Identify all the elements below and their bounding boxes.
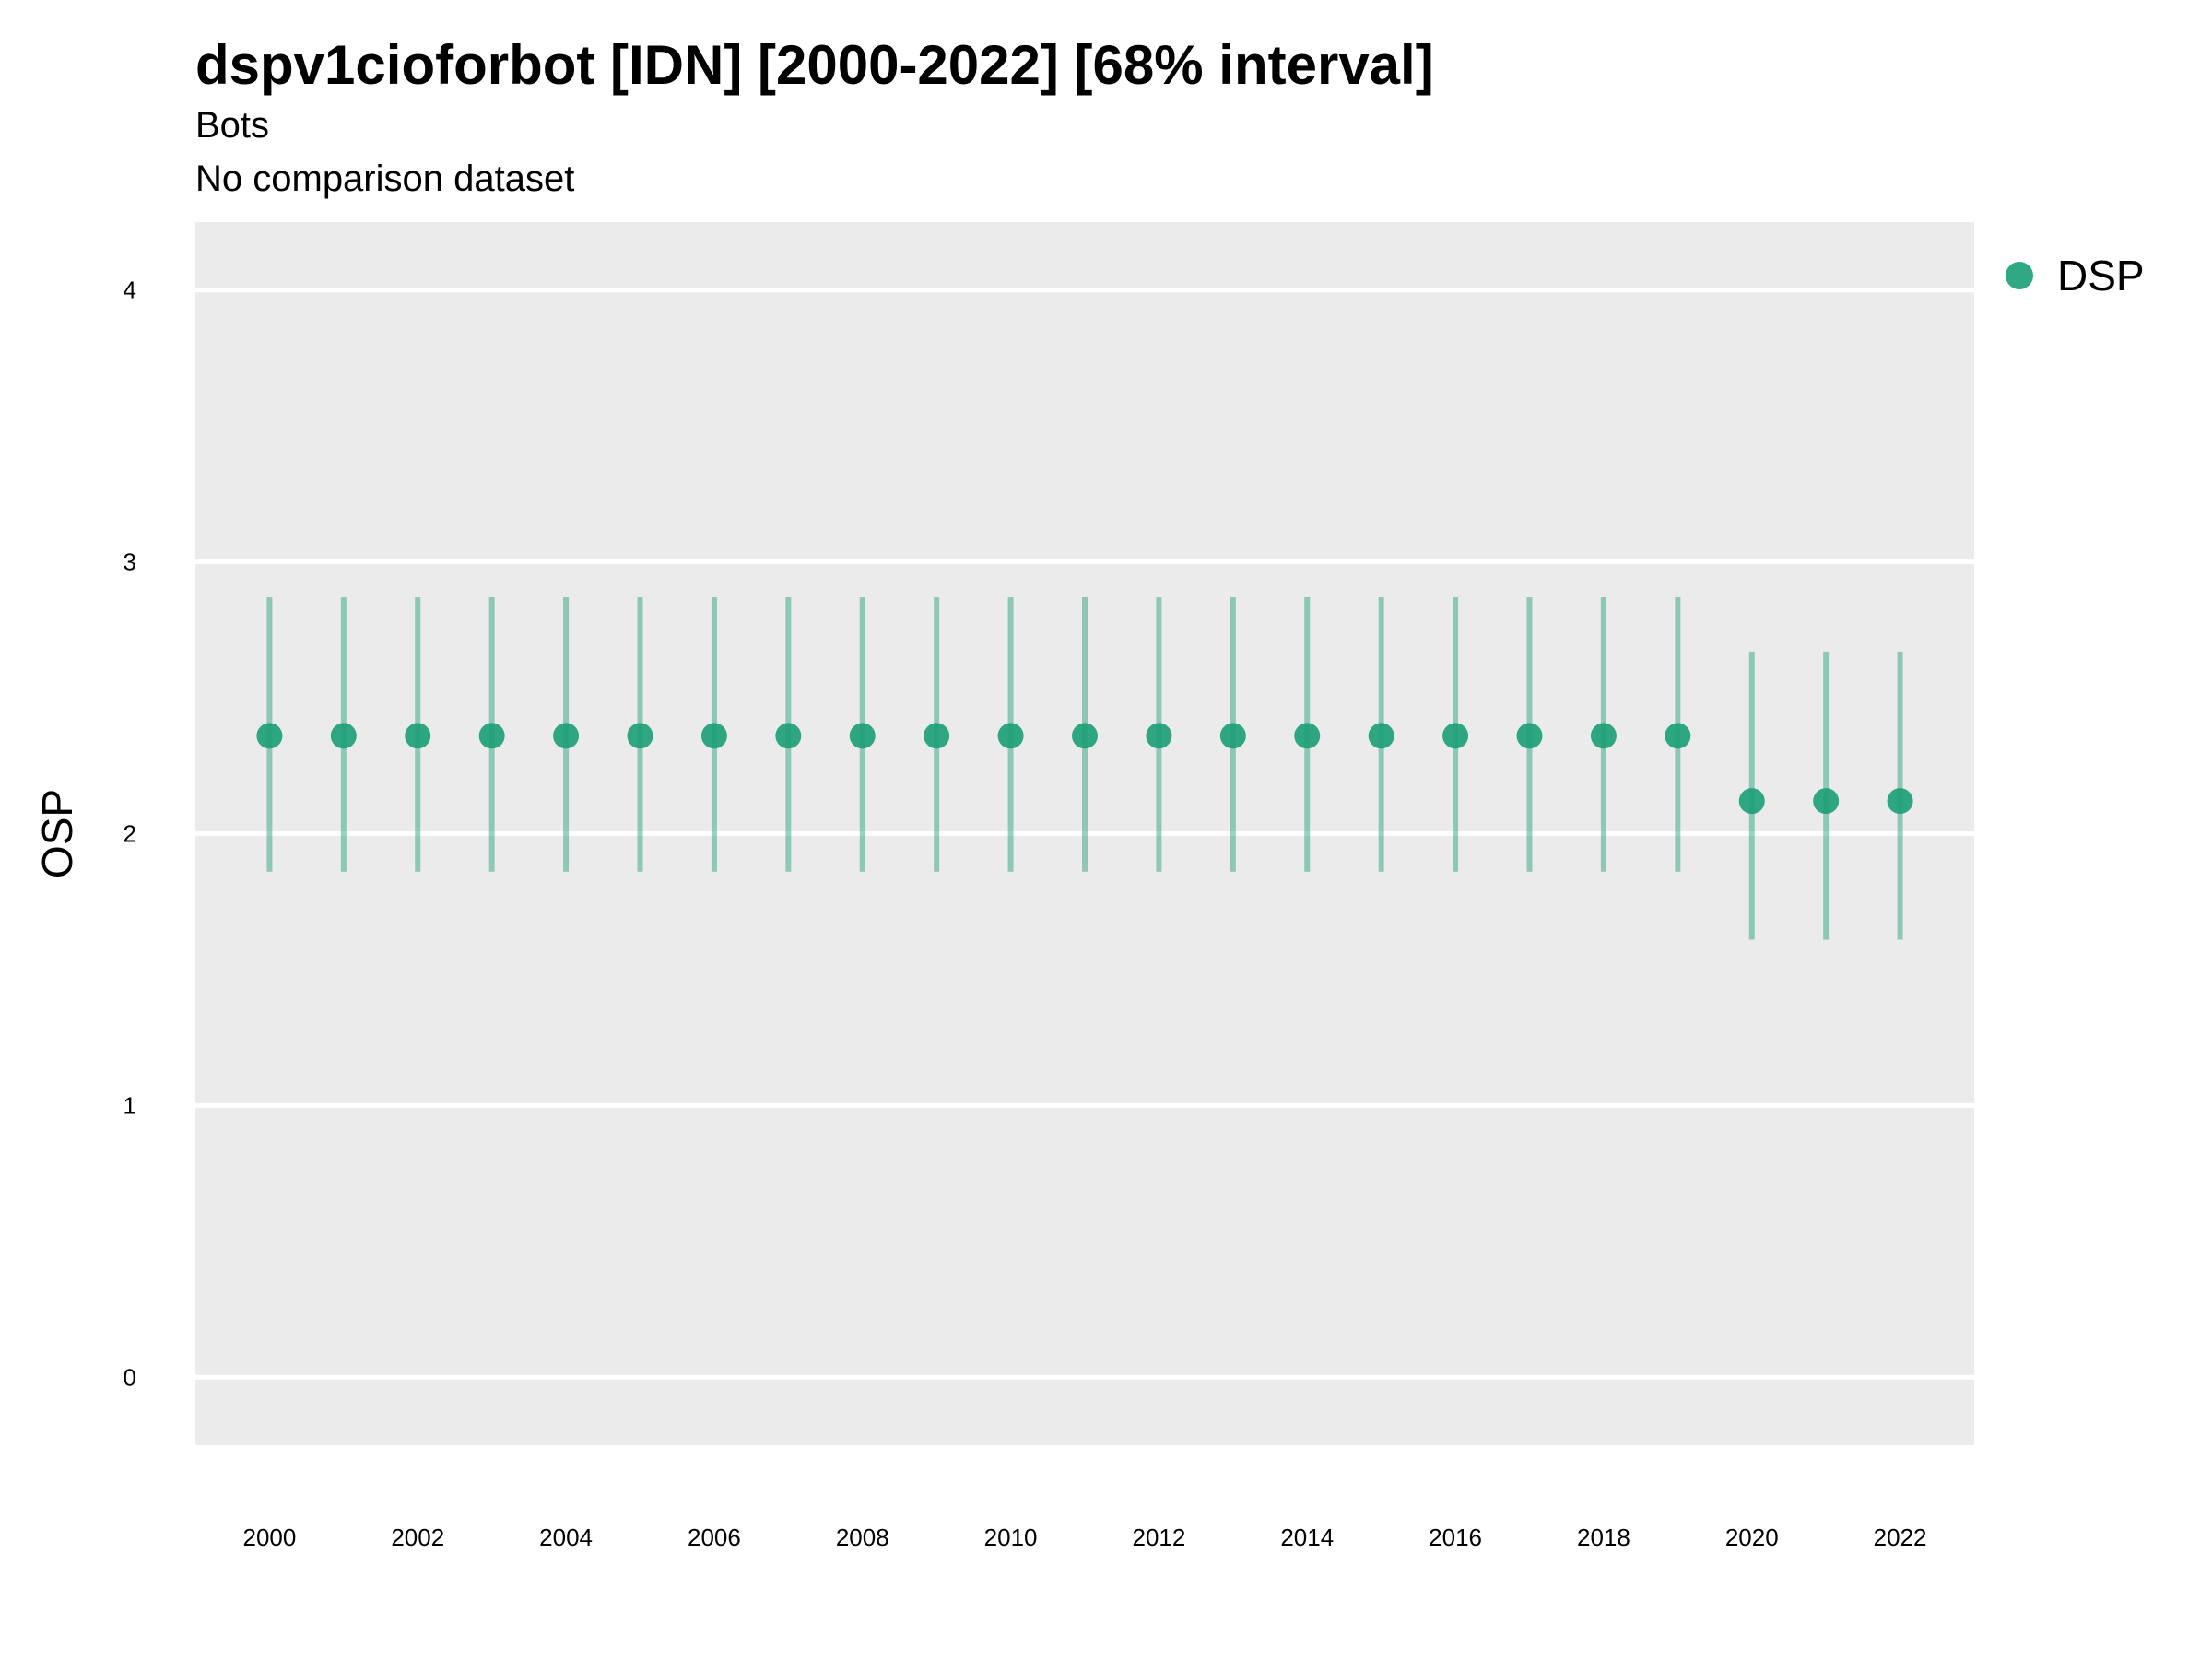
point-2014 xyxy=(1294,723,1321,749)
y-tick-label-1: 1 xyxy=(124,1091,136,1119)
x-tick-label-2020: 2020 xyxy=(1725,1524,1779,1551)
point-2015 xyxy=(1368,723,1394,749)
y-tick-label-3: 3 xyxy=(124,548,136,576)
point-2020 xyxy=(1738,788,1765,815)
legend-label-dsp: DSP xyxy=(2057,252,2145,300)
point-2017 xyxy=(1516,723,1543,749)
x-tick-label-2004: 2004 xyxy=(539,1524,593,1551)
point-2012 xyxy=(1146,723,1172,749)
point-2018 xyxy=(1590,723,1617,749)
point-2011 xyxy=(1072,723,1098,749)
x-tick-label-2000: 2000 xyxy=(242,1524,296,1551)
point-2002 xyxy=(405,723,431,749)
point-2019 xyxy=(1665,723,1691,749)
y-tick-label-2: 2 xyxy=(124,820,136,848)
point-2005 xyxy=(627,723,653,749)
point-2006 xyxy=(700,723,727,749)
legend: DSP xyxy=(2006,251,2145,300)
point-2022 xyxy=(1887,788,1913,815)
point-2013 xyxy=(1219,723,1246,749)
point-2003 xyxy=(478,723,505,749)
point-2007 xyxy=(775,723,802,749)
x-tick-label-2016: 2016 xyxy=(1429,1524,1482,1551)
x-tick-label-2008: 2008 xyxy=(836,1524,889,1551)
y-axis-label: OSP xyxy=(33,789,81,878)
x-tick-label-2010: 2010 xyxy=(984,1524,1038,1551)
point-2016 xyxy=(1442,723,1469,749)
point-2008 xyxy=(849,723,876,749)
x-tick-label-2018: 2018 xyxy=(1577,1524,1630,1551)
legend-key-dsp xyxy=(2006,262,2033,289)
x-tick-label-2012: 2012 xyxy=(1132,1524,1185,1551)
point-2021 xyxy=(1813,788,1840,815)
point-2001 xyxy=(330,723,357,749)
x-tick-label-2022: 2022 xyxy=(1874,1524,1927,1551)
point-2000 xyxy=(256,723,283,749)
x-tick-label-2014: 2014 xyxy=(1280,1524,1334,1551)
point-2004 xyxy=(553,723,580,749)
chart-subtitle: Bots xyxy=(195,105,270,146)
y-tick-label-4: 4 xyxy=(124,276,136,304)
x-tick-label-2002: 2002 xyxy=(391,1524,444,1551)
chart-note: No comparison dataset xyxy=(195,159,575,199)
point-2009 xyxy=(924,723,950,749)
chart-title: dspv1cioforbot [IDN] [2000-2022] [68% in… xyxy=(195,34,1434,96)
y-tick-label-0: 0 xyxy=(124,1363,136,1391)
point-2010 xyxy=(997,723,1024,749)
x-tick-label-2006: 2006 xyxy=(688,1524,741,1551)
